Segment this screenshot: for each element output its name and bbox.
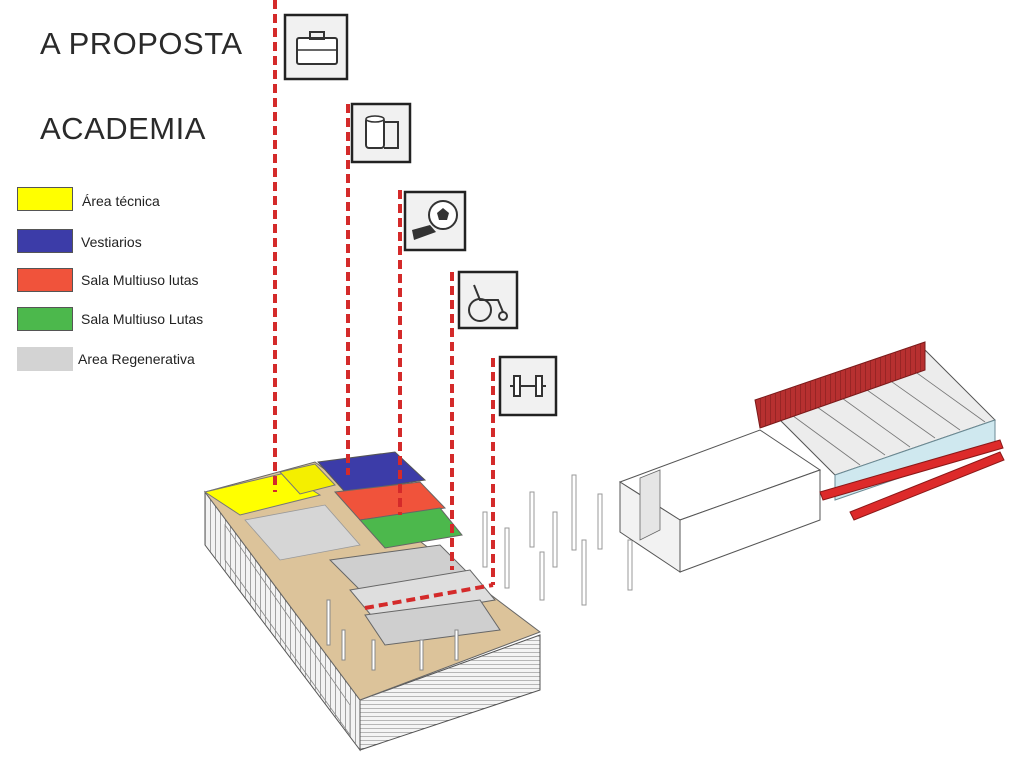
regenerative-area-floor	[244, 504, 361, 561]
legend-label-vestiarios: Vestiarios	[81, 234, 142, 250]
page-subtitle: ACADEMIA	[40, 111, 206, 146]
building-front-wall	[359, 634, 541, 751]
legend-label-sala-multiuso-lutas-green: Sala Multiuso Lutas	[81, 311, 204, 327]
legend-label-area-tecnica: Área técnica	[82, 193, 160, 209]
leader-lines	[273, 0, 495, 610]
briefcase-icon	[283, 13, 349, 81]
sala-multiuso-red-block	[333, 481, 447, 521]
legend-swatch-area-tecnica	[17, 187, 73, 211]
module-inner-walls	[639, 469, 661, 541]
leader-line-ramp	[364, 583, 494, 610]
module-red-beam-2	[849, 451, 1005, 521]
area-tecnica-block-2	[279, 463, 336, 495]
module-red-wall	[754, 341, 926, 429]
building-columns	[326, 599, 459, 671]
ramp-2	[349, 569, 496, 621]
legend-label-sala-multiuso-lutas-red: Sala Multiuso lutas	[81, 272, 199, 288]
toilet-paper-icon	[350, 102, 412, 164]
exploded-module	[618, 341, 1005, 573]
legend-swatch-area-regenerativa	[17, 347, 73, 371]
legend-swatch-vestiarios	[17, 229, 73, 253]
building-side-stripes	[224, 523, 351, 737]
main-building	[203, 451, 542, 752]
legend-label-area-regenerativa: Area Regenerativa	[78, 351, 195, 367]
wheelchair-icon	[457, 270, 519, 330]
soccer-icon	[403, 190, 467, 252]
legend-swatch-sala-multiuso-lutas-red	[17, 268, 73, 292]
sala-multiuso-green-block	[359, 507, 463, 549]
dumbbell-icon	[498, 355, 558, 417]
page-title: A PROPOSTA	[40, 26, 243, 61]
ramp-3	[364, 599, 501, 646]
legend-swatch-sala-multiuso-lutas-green	[17, 307, 73, 331]
floating-columns	[482, 474, 633, 606]
module-room-divisions	[784, 367, 986, 466]
module-red-beam-1	[819, 439, 1004, 501]
